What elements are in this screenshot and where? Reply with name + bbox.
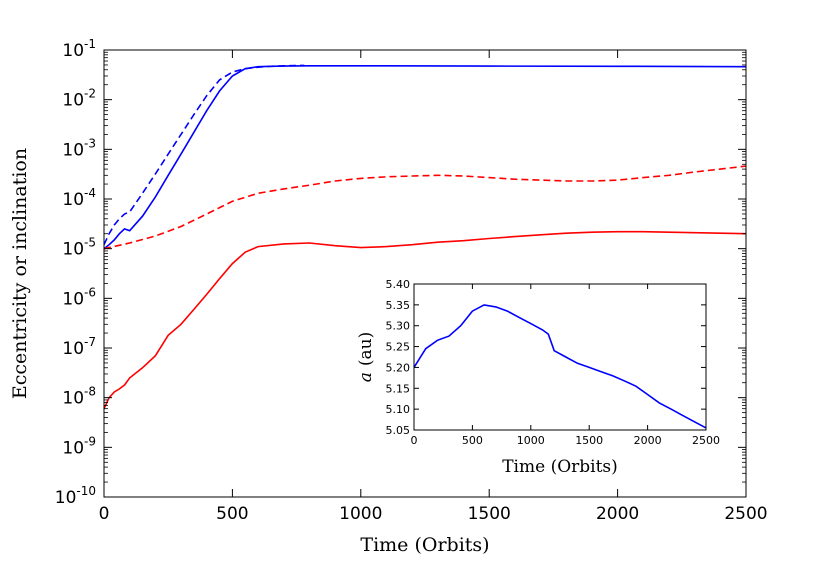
main-x-axis-label: Time (Orbits) — [360, 534, 489, 556]
inset-x-tick-label: 1500 — [575, 434, 603, 447]
main-x-tick-label: 2500 — [724, 504, 767, 524]
main-x-tick-label: 2000 — [596, 504, 639, 524]
inset-x-tick-label: 500 — [462, 434, 483, 447]
inset-x-tick-label: 2000 — [634, 434, 662, 447]
main-y-tick-label: 10-2 — [62, 87, 96, 111]
inset-y-axis-label: a (au) — [356, 332, 376, 383]
main-y-tick-label: 10-3 — [62, 136, 96, 160]
main-y-tick-label: 10-4 — [62, 186, 96, 210]
inset-y-axis-unit: (au) — [356, 332, 376, 366]
inset-y-tick-label: 5.05 — [386, 424, 411, 437]
main-series-line-1 — [103, 64, 305, 246]
inset-y-tick-label: 5.10 — [386, 403, 411, 416]
main-y-tick-label: 10-1 — [62, 37, 96, 61]
main-series-line-3 — [103, 230, 747, 410]
main-x-tick-label: 1500 — [468, 504, 511, 524]
main-y-tick-label: 10-5 — [62, 236, 96, 260]
main-y-ticks: 10-1010-910-810-710-610-510-410-310-210-… — [55, 37, 746, 508]
inset-background — [414, 284, 706, 430]
inset-y-axis-var: a — [356, 372, 376, 382]
inset-y-tick-label: 5.40 — [386, 278, 411, 291]
inset-series-line — [413, 304, 707, 429]
inset-y-tick-label: 5.20 — [386, 361, 411, 374]
inset-x-tick-label: 0 — [411, 434, 418, 447]
main-y-tick-label: 10-10 — [55, 484, 96, 508]
inset-y-ticks: 5.05 5.10 5.15 5.20 5.25 5.30 5.35 5.40 — [386, 278, 706, 437]
main-x-tick-label: 1000 — [339, 504, 382, 524]
inset-x-axis-label: Time (Orbits) — [502, 457, 618, 477]
main-x-tick-label: 500 — [216, 504, 248, 524]
main-plot-frame — [103, 49, 747, 498]
main-series-line-0 — [103, 65, 747, 250]
inset-y-tick-label: 5.25 — [386, 341, 411, 354]
main-series-line-2 — [103, 165, 747, 250]
inset-x-tick-label: 2500 — [692, 434, 720, 447]
inset-x-ticks: 0 500 1000 1500 2000 2500 — [411, 284, 720, 447]
main-y-tick-label: 10-9 — [62, 434, 96, 458]
main-x-tick-label: 0 — [99, 504, 110, 524]
main-y-axis-label: Eccentricity or inclination — [9, 148, 31, 399]
main-series-group — [103, 64, 747, 410]
inset-y-tick-label: 5.35 — [386, 299, 411, 312]
inset-plot-frame — [413, 283, 707, 431]
main-y-tick-label: 10-7 — [62, 335, 96, 359]
main-y-tick-label: 10-8 — [62, 385, 96, 409]
inset-y-tick-label: 5.30 — [386, 320, 411, 333]
inset-y-tick-label: 5.15 — [386, 382, 411, 395]
inset-series-group — [413, 304, 707, 429]
main-x-ticks: 0 500 1000 1500 2000 2500 — [99, 50, 768, 524]
inset-x-tick-label: 1000 — [517, 434, 545, 447]
main-y-tick-label: 10-6 — [62, 285, 96, 309]
